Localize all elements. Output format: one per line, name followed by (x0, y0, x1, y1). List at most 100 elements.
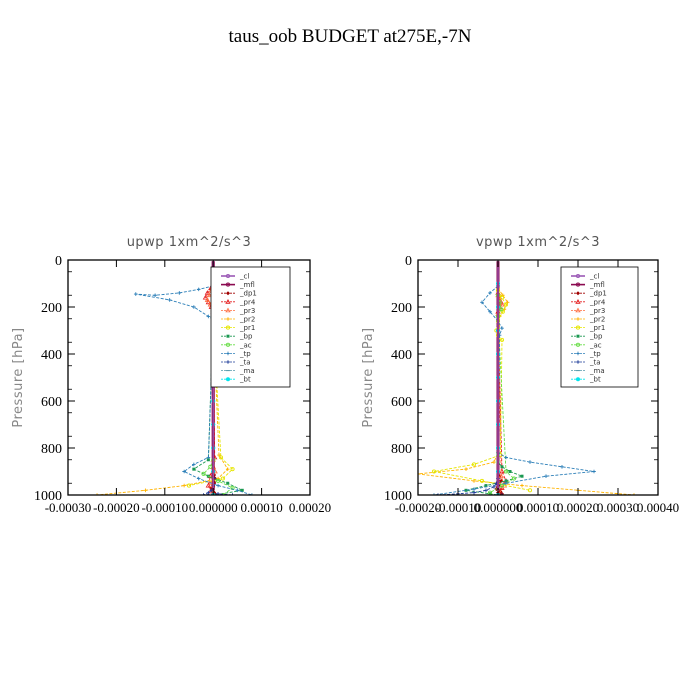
series-point (511, 476, 517, 481)
legend-label: _mfl (239, 281, 255, 289)
legend: _cl_mfl_dp1_pr4_pr3_pr2_pr1_bp_ac_tp_ta_… (560, 266, 639, 388)
y-tick-label: 0 (405, 254, 412, 269)
series-point (472, 487, 476, 491)
series-point (186, 483, 192, 488)
series-point (192, 305, 196, 309)
legend-label: _mfl (589, 281, 605, 289)
panel-title: vpwp 1xm^2/s^3 (476, 235, 600, 250)
series-point (230, 493, 235, 495)
x-tick-label: 0.00030 (597, 500, 639, 515)
series-point (153, 293, 157, 298)
series-point (206, 314, 211, 319)
legend-marker (226, 317, 230, 321)
legend-marker (226, 377, 230, 382)
series-point (196, 287, 201, 292)
series-point (471, 462, 477, 467)
series-point (215, 478, 221, 483)
series-point (204, 297, 211, 302)
series-point (240, 488, 244, 492)
series-point (492, 484, 496, 489)
series-point (133, 292, 138, 296)
series-line-tp (433, 285, 595, 495)
legend-label: _pr2 (239, 316, 255, 324)
legend-label: _tp (589, 350, 601, 358)
series-point (520, 474, 524, 478)
series-point (498, 473, 504, 479)
legend-box (210, 266, 291, 388)
legend-label: _ma (589, 367, 605, 375)
series-point (201, 471, 206, 476)
series-point (213, 493, 217, 495)
x-tick-label: 0.00020 (289, 500, 331, 515)
series-point (216, 483, 220, 488)
series-point (143, 488, 148, 493)
legend-marker (226, 360, 230, 364)
series-point (464, 488, 468, 492)
legend-label: _pr1 (239, 324, 255, 332)
legend-marker (225, 298, 231, 304)
x-tick-label: 0.00010 (240, 500, 282, 515)
legend-label: _ta (239, 359, 251, 367)
series-point (196, 476, 201, 481)
series-point (431, 469, 437, 474)
series-point (226, 481, 230, 485)
legend-label: _pr2 (589, 316, 605, 324)
series-point (488, 309, 492, 314)
series-point (487, 490, 493, 495)
series-group (418, 261, 636, 495)
series-point (527, 488, 533, 493)
x-tick-label: -0.00020 (93, 500, 140, 515)
legend-marker (576, 377, 580, 382)
legend-marker (225, 342, 231, 347)
series-point (208, 464, 213, 469)
series-point (520, 483, 524, 488)
series-point (218, 455, 223, 460)
series-point (206, 455, 211, 460)
legend-label: _dp1 (239, 290, 257, 298)
legend-label: _cl (589, 273, 599, 281)
series-point (216, 492, 220, 495)
series-line-pr1 (433, 290, 531, 491)
series-point (217, 453, 221, 457)
legend-marker (576, 291, 580, 296)
series-line-ac (489, 295, 515, 493)
legend-marker (576, 334, 580, 338)
legend-label: _ac (239, 341, 252, 349)
legend-marker (576, 317, 580, 321)
series-point (225, 467, 230, 471)
series-point (508, 470, 512, 473)
legend-marker (225, 325, 231, 330)
y-tick-label: 400 (41, 348, 62, 363)
legend-label: _cl (239, 273, 249, 281)
series-point (528, 460, 532, 464)
x-tick-label: -0.00030 (45, 500, 92, 515)
series-point (499, 337, 505, 342)
series-point (182, 483, 186, 488)
series-point (235, 488, 240, 493)
legend-label: _ac (589, 341, 602, 349)
y-tick-label: 200 (391, 301, 412, 316)
series-point (208, 488, 214, 494)
x-tick-label: -0.00020 (395, 500, 442, 515)
legend-label: _ma (239, 367, 255, 375)
y-axis-label: Pressure [hPa] (11, 327, 26, 427)
y-axis-label: Pressure [hPa] (361, 327, 376, 427)
series-point (472, 490, 476, 495)
legend-marker (226, 351, 230, 356)
y-tick-label: 400 (391, 348, 412, 363)
series-point (206, 458, 210, 462)
series-point (95, 493, 99, 495)
series-point (230, 467, 235, 472)
series-point (503, 302, 509, 307)
series-point (500, 465, 504, 469)
series-point (492, 460, 496, 464)
legend-label: _bt (589, 376, 601, 384)
series-point (202, 294, 209, 300)
legend-label: _dp1 (589, 290, 607, 298)
x-tick-label: -0.00010 (435, 500, 482, 515)
series-point (205, 482, 212, 488)
series-point (484, 488, 488, 493)
y-tick-label: 800 (41, 442, 62, 457)
series-point (204, 290, 211, 295)
